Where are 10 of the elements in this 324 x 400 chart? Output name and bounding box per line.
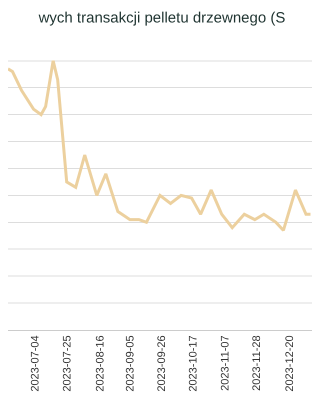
x-tick-label: 2023-09-05 xyxy=(124,335,136,392)
x-tick-label: 2023-07-25 xyxy=(61,335,74,392)
x-tick-label: 2023-11-07 xyxy=(219,335,232,391)
x-tick-label: 2023-11-28 xyxy=(250,335,263,391)
x-tick-label: 2023-09-26 xyxy=(156,335,168,392)
x-tick-label: 2023-12-20 xyxy=(284,335,296,392)
x-tick-label: 2023-07-04 xyxy=(30,335,42,392)
x-tick-label: 2023-08-16 xyxy=(94,335,106,392)
chart-title: wych transakcji pelletu drzewnego (S xyxy=(38,10,286,26)
x-tick-label: 2023-10-17 xyxy=(188,335,200,392)
